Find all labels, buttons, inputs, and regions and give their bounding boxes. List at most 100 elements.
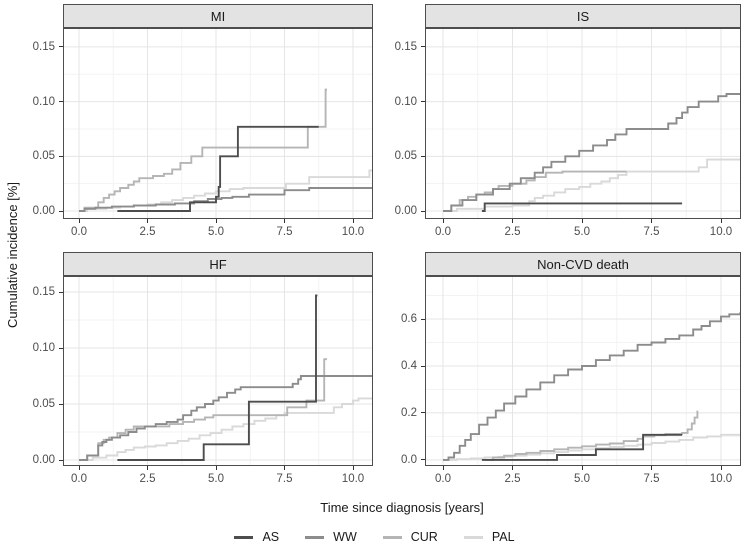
x-tick-label: 7.5	[276, 473, 293, 485]
y-tick-mark	[59, 347, 63, 349]
y-tick-mark	[59, 210, 63, 212]
series-line-cur-non-cvd-death	[484, 410, 699, 461]
y-tick-label: 0.15	[394, 40, 417, 53]
x-tick-label: 7.5	[276, 226, 293, 238]
legend-item: AS	[234, 530, 279, 544]
legend-label: PAL	[491, 530, 515, 544]
x-tick-mark	[284, 219, 285, 223]
x-tick-mark	[442, 219, 444, 223]
y-tick-label: 0.6	[401, 313, 417, 325]
x-tick-mark	[512, 219, 513, 223]
y-tick-label: 0.00	[32, 454, 55, 466]
x-tick-label: 0.0	[71, 473, 87, 485]
x-tick-label: 0.0	[435, 226, 451, 238]
y-tick-label: 0.4	[401, 360, 417, 372]
x-tick-mark	[720, 219, 722, 223]
x-tick-label: 5.0	[574, 473, 590, 485]
y-tick-mark	[59, 291, 63, 293]
legend-item: CUR	[382, 530, 438, 544]
legend-label: AS	[262, 530, 280, 544]
x-tick-label: 5.0	[208, 226, 224, 238]
y-tick-label: 0.00	[32, 205, 55, 217]
panel-strip-mi: MI	[63, 4, 373, 28]
panel-border	[63, 276, 373, 466]
x-tick-mark	[78, 466, 80, 470]
x-tick-mark	[215, 219, 217, 223]
panel-plot-hf	[63, 276, 373, 466]
series-line-pal-mi	[79, 169, 373, 212]
y-axis-title: Cumulative incidence [%]	[5, 182, 20, 328]
legend-label: CUR	[410, 530, 438, 544]
y-tick-mark	[59, 46, 63, 48]
series-line-ww-hf	[79, 375, 373, 461]
x-tick-label: 7.5	[643, 473, 660, 485]
panel-border	[425, 28, 741, 219]
x-tick-label: 0.0	[435, 473, 451, 485]
series-line-pal-non-cvd-death	[443, 433, 741, 461]
x-tick-mark	[284, 466, 285, 470]
y-tick-mark	[421, 318, 425, 320]
x-tick-label: 10.0	[709, 473, 733, 485]
legend-line-swatch	[463, 535, 483, 539]
x-tick-label: 5.0	[208, 473, 224, 485]
y-tick-mark	[59, 403, 63, 405]
legend: AS WW CUR PAL	[0, 528, 749, 546]
y-tick-label: 0.0	[401, 453, 417, 466]
legend-line-swatch	[305, 535, 325, 539]
y-tick-mark	[421, 155, 425, 157]
x-tick-mark	[352, 466, 354, 470]
x-tick-mark	[147, 466, 148, 470]
y-tick-mark	[421, 210, 425, 212]
x-tick-label: 10.0	[341, 226, 365, 238]
y-tick-label: 0.10	[32, 342, 55, 354]
x-axis-title: Time since diagnosis [years]	[320, 500, 484, 515]
y-tick-label: 0.15	[32, 40, 55, 53]
series-line-pal-is	[443, 158, 741, 212]
y-tick-mark	[59, 155, 63, 157]
x-tick-label: 2.5	[504, 473, 521, 485]
panel-plot-non-cvd-death	[425, 276, 741, 466]
series-line-ww-is	[443, 93, 741, 212]
y-tick-label: 0.05	[394, 150, 417, 163]
y-tick-mark	[421, 459, 425, 461]
panel-plot-is	[425, 28, 741, 219]
x-tick-mark	[147, 219, 148, 223]
series-line-as-hf	[117, 294, 318, 461]
y-tick-label: 0.10	[32, 95, 55, 108]
y-tick-label: 0.2	[401, 406, 417, 419]
legend-line-swatch	[382, 535, 402, 539]
x-tick-mark	[651, 466, 652, 470]
y-tick-label: 0.05	[32, 150, 55, 163]
series-line-pal-hf	[79, 397, 373, 461]
x-tick-label: 10.0	[709, 226, 733, 238]
x-tick-label: 10.0	[341, 473, 365, 485]
y-tick-label: 0.00	[394, 205, 417, 217]
x-tick-mark	[352, 219, 354, 223]
panel-border	[63, 28, 373, 219]
x-tick-mark	[215, 466, 217, 470]
x-tick-label: 2.5	[139, 226, 156, 238]
legend-item: WW	[305, 530, 357, 544]
panel-border	[425, 276, 741, 466]
x-tick-mark	[651, 219, 652, 223]
x-tick-mark	[581, 219, 583, 223]
y-tick-label: 0.05	[32, 398, 55, 410]
series-line-as-is	[481, 202, 683, 212]
x-tick-mark	[581, 466, 583, 470]
panel-strip-hf: HF	[63, 252, 373, 276]
y-tick-mark	[59, 459, 63, 461]
panel-strip-non-cvd-death: Non-CVD death	[425, 252, 741, 276]
x-tick-label: 0.0	[71, 226, 87, 238]
panel-strip-is: IS	[425, 4, 741, 28]
x-tick-label: 5.0	[574, 226, 590, 238]
y-tick-mark	[421, 46, 425, 48]
y-tick-mark	[421, 412, 425, 414]
y-tick-label: 0.10	[394, 95, 417, 108]
x-tick-mark	[442, 466, 444, 470]
y-tick-label: 0.15	[32, 286, 55, 298]
x-tick-label: 2.5	[504, 226, 521, 238]
y-tick-mark	[421, 365, 425, 367]
series-line-ww-non-cvd-death	[443, 311, 741, 461]
legend-line-swatch	[234, 535, 254, 539]
